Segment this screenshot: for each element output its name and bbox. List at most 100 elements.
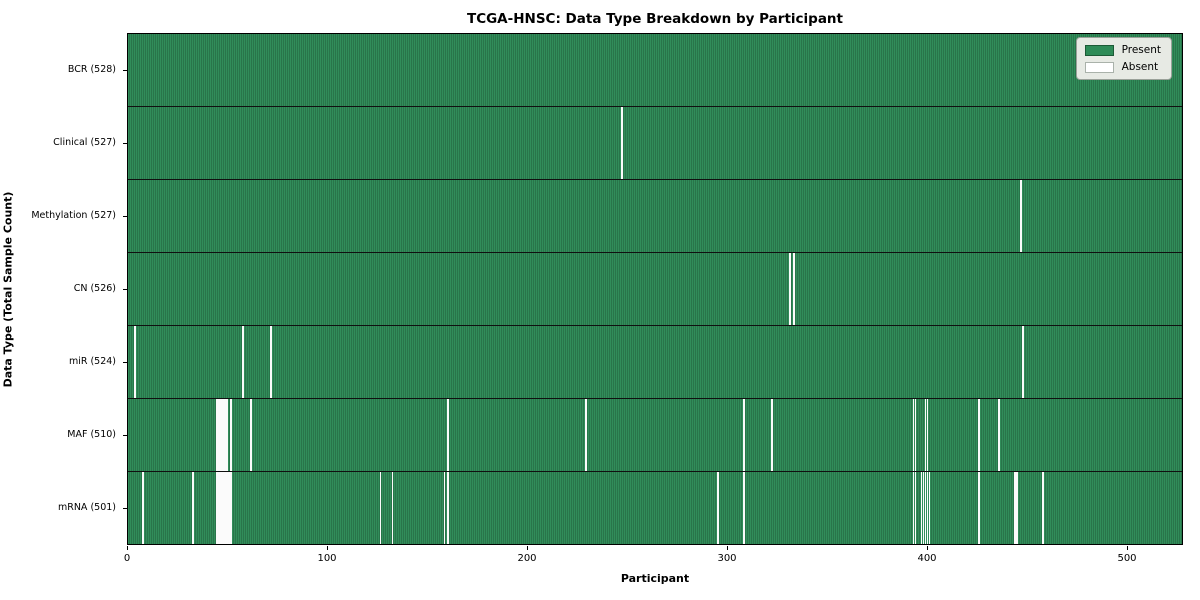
- absent-mark: [447, 472, 450, 544]
- absent-mark: [225, 399, 228, 471]
- absent-mark: [912, 399, 915, 471]
- absent-mark: [788, 253, 791, 325]
- absent-mark: [241, 326, 244, 398]
- y-tick-mark: [123, 508, 127, 510]
- absent-mark: [142, 472, 144, 544]
- y-tick-label: miR (524): [68, 356, 116, 368]
- absent-mark: [1022, 326, 1025, 398]
- absent-mark: [134, 326, 136, 398]
- absent-mark: [585, 399, 588, 471]
- x-tick-mark: [726, 546, 728, 550]
- absent-mark: [914, 399, 917, 471]
- absent-mark: [225, 472, 228, 544]
- heatmap-row-mrna: [128, 472, 1182, 544]
- absent-mark: [716, 472, 719, 544]
- y-tick-label: mRNA (501): [57, 502, 116, 514]
- y-tick-label: MAF (510): [67, 429, 116, 441]
- heatmap-row-bcr: [128, 34, 1182, 107]
- absent-mark: [379, 472, 382, 544]
- absent-mark: [792, 253, 795, 325]
- heatmap-row-clinical: [128, 107, 1182, 180]
- absent-mark: [223, 472, 226, 544]
- x-tick-label: 200: [517, 553, 537, 564]
- x-tick-mark: [326, 546, 328, 550]
- y-tick-mark: [123, 362, 127, 364]
- absent-mark: [443, 472, 446, 544]
- x-axis-title: Participant: [620, 572, 690, 585]
- x-tick-mark: [926, 546, 928, 550]
- legend-label-absent: Absent: [1121, 61, 1159, 73]
- absent-mark: [770, 399, 773, 471]
- absent-mark: [926, 472, 929, 544]
- absent-mark: [742, 399, 745, 471]
- absent-mark: [978, 399, 981, 471]
- absent-mark: [1016, 472, 1019, 544]
- x-tick-label: 400: [917, 553, 937, 564]
- absent-mark: [217, 399, 220, 471]
- heatmap-row-maf: [128, 399, 1182, 472]
- heatmap-row-mir: [128, 326, 1182, 399]
- x-tick-label: 500: [1117, 553, 1137, 564]
- absent-mark: [221, 472, 224, 544]
- absent-mark: [1042, 472, 1045, 544]
- legend-entry-absent: Absent: [1084, 61, 1161, 73]
- y-tick-mark: [123, 69, 127, 71]
- absent-mark: [215, 472, 218, 544]
- y-axis-title: Data Type (Total Sample Count): [1, 191, 15, 388]
- absent-mark: [1014, 472, 1017, 544]
- x-axis: 0 100 200 300 400 500: [123, 546, 1183, 586]
- absent-mark: [998, 399, 1001, 471]
- absent-mark: [924, 399, 927, 471]
- y-tick-label: Methylation (527): [31, 209, 116, 221]
- x-tick-label: 0: [123, 553, 131, 564]
- y-axis: BCR (528) Clinical (527) Methylation (527)…: [0, 33, 127, 545]
- absent-mark: [924, 472, 927, 544]
- present-swatch-icon: [1084, 44, 1114, 56]
- absent-mark: [227, 472, 230, 544]
- y-tick-label: CN (526): [73, 283, 116, 294]
- absent-mark: [922, 472, 925, 544]
- y-tick-mark: [123, 215, 127, 217]
- absent-mark: [926, 399, 929, 471]
- absent-mark: [742, 472, 745, 544]
- absent-mark: [912, 472, 915, 544]
- absent-mark: [217, 472, 220, 544]
- absent-mark: [269, 326, 272, 398]
- absent-mark: [223, 399, 226, 471]
- heatmap-row-cn: [128, 253, 1182, 326]
- plot-area: [127, 33, 1183, 545]
- absent-mark: [978, 472, 981, 544]
- y-tick-label: Clinical (527): [53, 136, 116, 148]
- y-tick-mark: [123, 435, 127, 437]
- absent-mark: [191, 472, 194, 544]
- absent-mark: [221, 399, 224, 471]
- y-tick-mark: [123, 142, 127, 144]
- absent-mark: [914, 472, 917, 544]
- x-tick-mark: [1126, 546, 1128, 550]
- absent-swatch-icon: [1084, 61, 1114, 73]
- x-tick-mark: [526, 546, 528, 550]
- absent-mark: [229, 472, 232, 544]
- absent-mark: [219, 399, 222, 471]
- absent-mark: [621, 107, 623, 179]
- legend-label-present: Present: [1121, 44, 1161, 56]
- y-tick-mark: [123, 289, 127, 290]
- absent-mark: [219, 472, 222, 544]
- x-tick-mark: [126, 546, 128, 550]
- x-tick-label: 300: [717, 553, 737, 564]
- absent-mark: [447, 399, 450, 471]
- absent-mark: [229, 399, 232, 471]
- x-tick-label: 100: [317, 553, 337, 564]
- legend-entry-present: Present: [1084, 44, 1161, 56]
- absent-mark: [1020, 180, 1023, 252]
- legend: Present Absent: [1075, 37, 1172, 80]
- absent-mark: [920, 472, 923, 544]
- chart-title: TCGA-HNSC: Data Type Breakdown by Partic…: [466, 11, 843, 27]
- absent-mark: [249, 399, 252, 471]
- heatmap-row-methylation: [128, 180, 1182, 253]
- absent-mark: [215, 399, 218, 471]
- absent-mark: [928, 472, 931, 544]
- absent-mark: [391, 472, 394, 544]
- y-tick-label: BCR (528): [67, 63, 116, 75]
